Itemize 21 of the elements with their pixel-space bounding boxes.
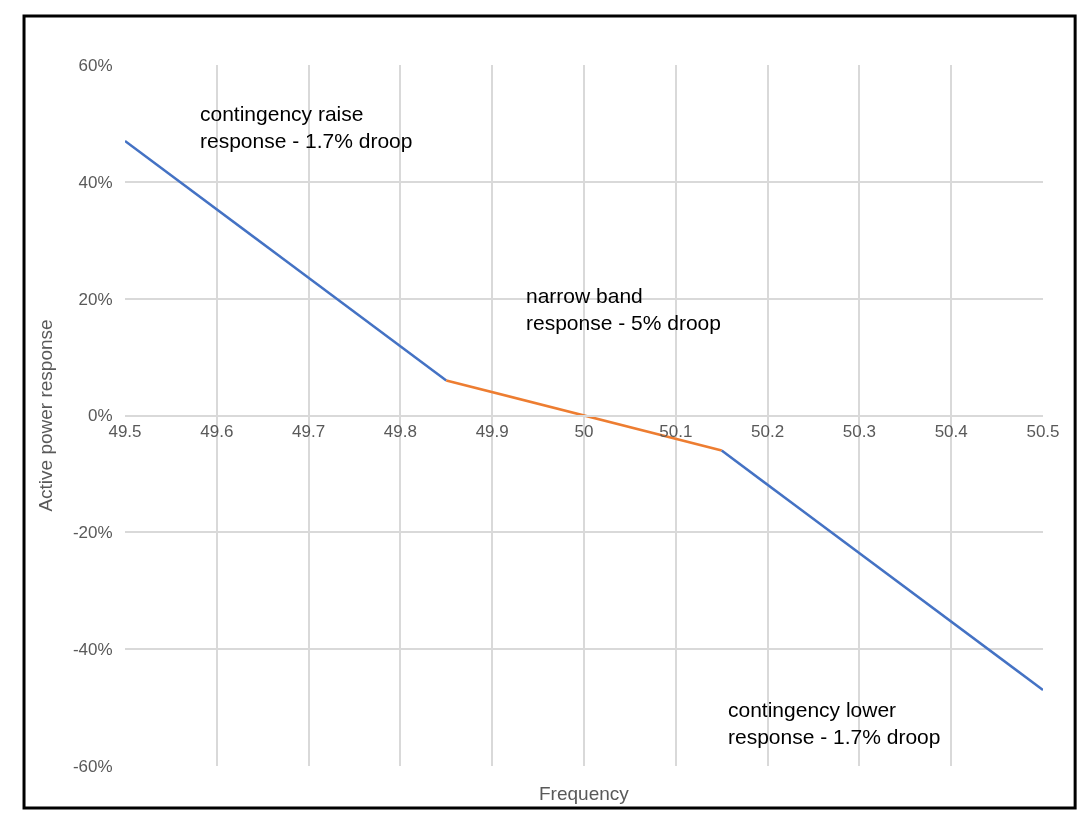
x-tick-label: 50.1 [659, 421, 693, 441]
x-tick-label: 50.5 [1026, 421, 1060, 441]
x-tick-label: 49.8 [383, 421, 417, 441]
y-axis-title: Active power response [34, 319, 56, 512]
x-tick-label: 49.7 [292, 421, 326, 441]
y-tick-label: 40% [78, 172, 113, 192]
y-tick-label: -60% [72, 756, 113, 776]
y-tick-label: 20% [78, 289, 113, 309]
y-tick-label: -20% [72, 523, 113, 543]
annotation: contingency lower response - 1.7% droop [728, 698, 941, 749]
annotation: contingency raise response - 1.7% droop [200, 102, 413, 153]
x-tick-label: 50.4 [934, 421, 968, 441]
x-tick-label: 50 [574, 421, 594, 441]
x-tick-label: 50.3 [842, 421, 876, 441]
y-tick-label: 60% [78, 55, 113, 75]
x-tick-label: 49.6 [200, 421, 234, 441]
x-tick-label: 50.2 [751, 421, 785, 441]
annotation: narrow band response - 5% droop [526, 284, 721, 335]
x-axis-title: Frequency [539, 783, 630, 804]
y-tick-label: -40% [72, 640, 113, 660]
x-tick-label: 49.9 [475, 421, 509, 441]
